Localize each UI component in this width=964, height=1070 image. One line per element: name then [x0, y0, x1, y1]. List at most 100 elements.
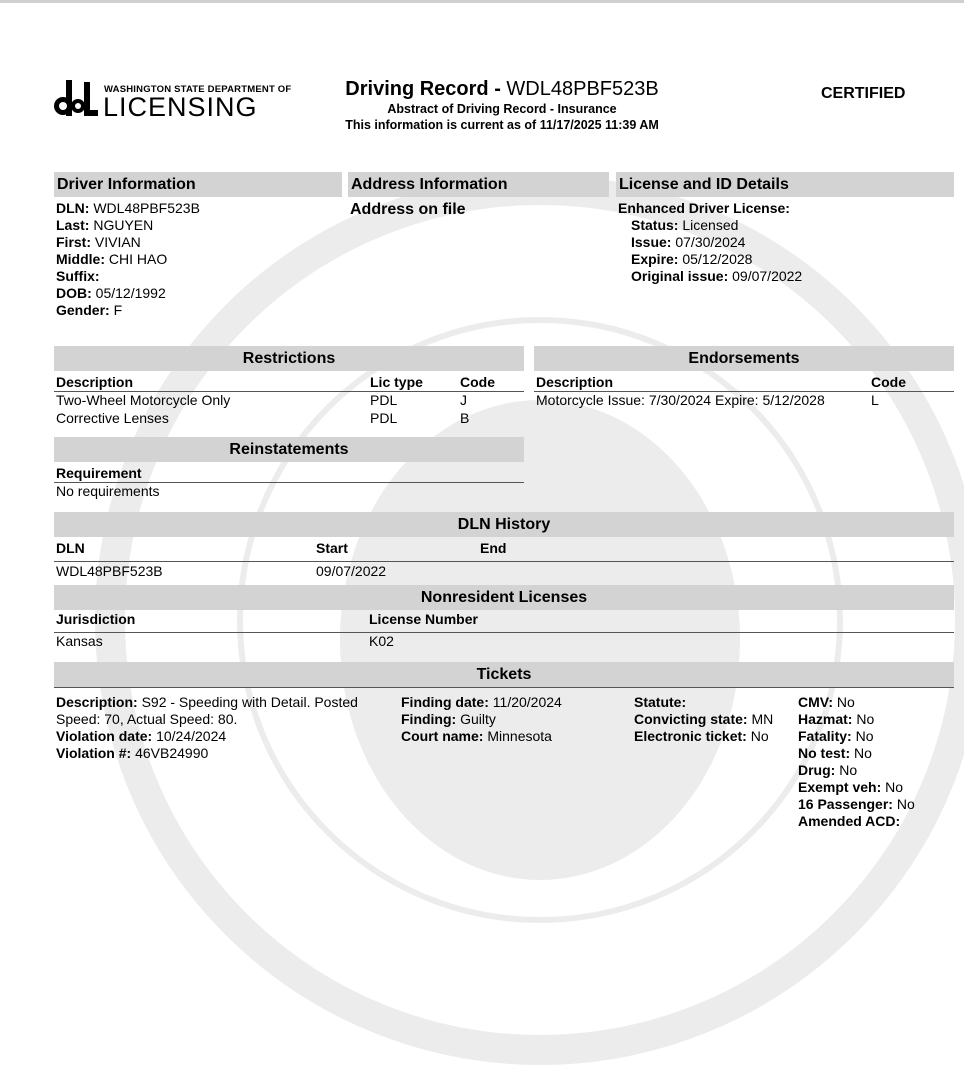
- field-label: Finding:: [401, 711, 457, 727]
- license-type: Enhanced Driver License:: [618, 200, 790, 216]
- col-end: End: [480, 540, 507, 556]
- report-subtitle: Abstract of Driving Record - Insurance: [387, 102, 617, 116]
- field-dln: DLN: WDL48PBF523B: [56, 200, 200, 217]
- field-label: Court name:: [401, 728, 484, 744]
- col-lic-type: Lic type: [370, 374, 423, 390]
- cell: K02: [369, 633, 394, 649]
- field-drug: Drug: No: [798, 762, 915, 779]
- cell: PDL: [370, 392, 398, 408]
- field-value: 46VB24990: [135, 745, 209, 761]
- field-value: 09/07/2022: [732, 268, 803, 284]
- certified-label: CERTIFIED: [821, 85, 906, 102]
- field-value: VIVIAN: [94, 234, 141, 250]
- logo-main-text: LICENSING: [103, 92, 258, 122]
- field-label: Amended ACD:: [798, 813, 901, 829]
- field-label: Original issue:: [631, 268, 729, 284]
- field-last: Last: NGUYEN: [56, 217, 200, 234]
- field-label: Suffix:: [56, 268, 100, 284]
- ticket-col-flags: CMV: No Hazmat: No Fatality: No No test: No…: [798, 694, 915, 830]
- report-header: Driving Record - WDL48PBF523B Abstract o…: [280, 77, 724, 133]
- field-no-test: No test: No: [798, 745, 915, 762]
- field-16-passenger: 16 Passenger: No: [798, 796, 915, 813]
- field-expire: Expire: 05/12/2028: [631, 251, 802, 268]
- field-value: S92 - Speeding with Detail. Posted Speed…: [56, 694, 358, 727]
- field-label: Fatality:: [798, 728, 852, 744]
- field-suffix: Suffix:: [56, 268, 200, 285]
- field-first: First: VIVIAN: [56, 234, 200, 251]
- license-details-header: License and ID Details: [616, 172, 954, 197]
- field-value: No: [855, 728, 874, 744]
- current-as-of: This information is current as of 11/17/…: [345, 118, 659, 132]
- state-seal-watermark: [95, 175, 964, 1065]
- cell: WDL48PBF523B: [56, 563, 163, 579]
- ticket-col-statute: Statute: Convicting state: MN Electronic …: [634, 694, 773, 745]
- field-gender: Gender: F: [56, 302, 200, 319]
- field-label: Status:: [631, 217, 679, 233]
- field-label: DLN:: [56, 200, 90, 216]
- col-code: Code: [460, 374, 495, 390]
- cell: L: [871, 392, 879, 408]
- field-value: No: [836, 694, 855, 710]
- field-label: No test:: [798, 745, 851, 761]
- address-information-header: Address Information: [348, 172, 609, 197]
- field-hazmat: Hazmat: No: [798, 711, 915, 728]
- divider: [54, 687, 954, 688]
- col-description: Description: [56, 374, 134, 390]
- field-label: Last:: [56, 217, 90, 233]
- cell: Motorcycle Issue: 7/30/2024 Expire: 5/12…: [536, 392, 825, 408]
- field-description: Description: S92 - Speeding with Detail.…: [56, 694, 391, 728]
- address-on-file: Address on file: [350, 201, 466, 218]
- field-label: First:: [56, 234, 91, 250]
- field-finding-date: Finding date: 11/20/2024: [401, 694, 562, 711]
- field-value: 05/12/1992: [95, 285, 166, 301]
- field-label: Finding date:: [401, 694, 489, 710]
- cell: Kansas: [56, 633, 103, 649]
- field-finding: Finding: Guilty: [401, 711, 562, 728]
- cell: Two-Wheel Motorcycle Only: [56, 392, 231, 408]
- field-value: No: [839, 762, 858, 778]
- col-license-number: License Number: [369, 611, 478, 627]
- field-label: Middle:: [56, 251, 105, 267]
- divider: [54, 632, 954, 633]
- field-label: Statute:: [634, 694, 687, 710]
- field-value: F: [113, 302, 123, 318]
- field-issue: Issue: 07/30/2024: [631, 234, 802, 251]
- field-value: NGUYEN: [93, 217, 154, 233]
- field-convicting-state: Convicting state: MN: [634, 711, 773, 728]
- field-value: No: [896, 796, 915, 812]
- field-label: DOB:: [56, 285, 92, 301]
- field-value: 10/24/2024: [156, 728, 227, 744]
- dol-logo: WASHINGTON STATE DEPARTMENT OF LICENSING: [54, 78, 291, 122]
- divider: [54, 391, 524, 392]
- field-status: Status: Licensed: [631, 217, 802, 234]
- restrictions-header: Restrictions: [54, 346, 524, 371]
- field-value: Guilty: [460, 711, 496, 727]
- field-value: Minnesota: [487, 728, 552, 744]
- col-code: Code: [871, 374, 906, 390]
- field-label: Electronic ticket:: [634, 728, 747, 744]
- field-label: Description:: [56, 694, 138, 710]
- field-original-issue: Original issue: 09/07/2022: [631, 268, 802, 285]
- cell: B: [460, 410, 470, 426]
- field-label: Expire:: [631, 251, 679, 267]
- field-value: 11/20/2024: [492, 694, 562, 710]
- field-value: No: [856, 711, 875, 727]
- field-value: CHI HAO: [108, 251, 168, 267]
- page-title: Driving Record - WDL48PBF523B: [345, 78, 659, 100]
- col-dln: DLN: [56, 540, 85, 556]
- field-value: No: [885, 779, 904, 795]
- field-value: No: [750, 728, 769, 744]
- field-label: Exempt veh:: [798, 779, 882, 795]
- field-exempt-veh: Exempt veh: No: [798, 779, 915, 796]
- field-label: Hazmat:: [798, 711, 853, 727]
- dol-logo-mark: [54, 80, 98, 116]
- cell: J: [460, 392, 467, 408]
- cell: Corrective Lenses: [56, 410, 169, 426]
- field-label: Gender:: [56, 302, 110, 318]
- field-court-name: Court name: Minnesota: [401, 728, 562, 745]
- nonresident-licenses-header: Nonresident Licenses: [54, 585, 954, 610]
- field-electronic-ticket: Electronic ticket: No: [634, 728, 773, 745]
- reinstatements-header: Reinstatements: [54, 437, 524, 462]
- field-violation: Violation #: 46VB24990: [56, 745, 391, 762]
- field-value: WDL48PBF523B: [93, 200, 200, 216]
